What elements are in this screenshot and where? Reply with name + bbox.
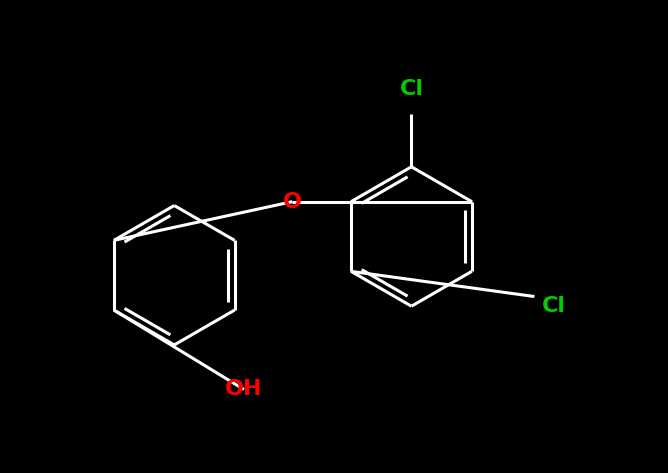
Text: Cl: Cl bbox=[399, 79, 424, 99]
Text: Cl: Cl bbox=[542, 296, 566, 316]
Text: OH: OH bbox=[225, 379, 263, 400]
Text: O: O bbox=[283, 192, 302, 211]
